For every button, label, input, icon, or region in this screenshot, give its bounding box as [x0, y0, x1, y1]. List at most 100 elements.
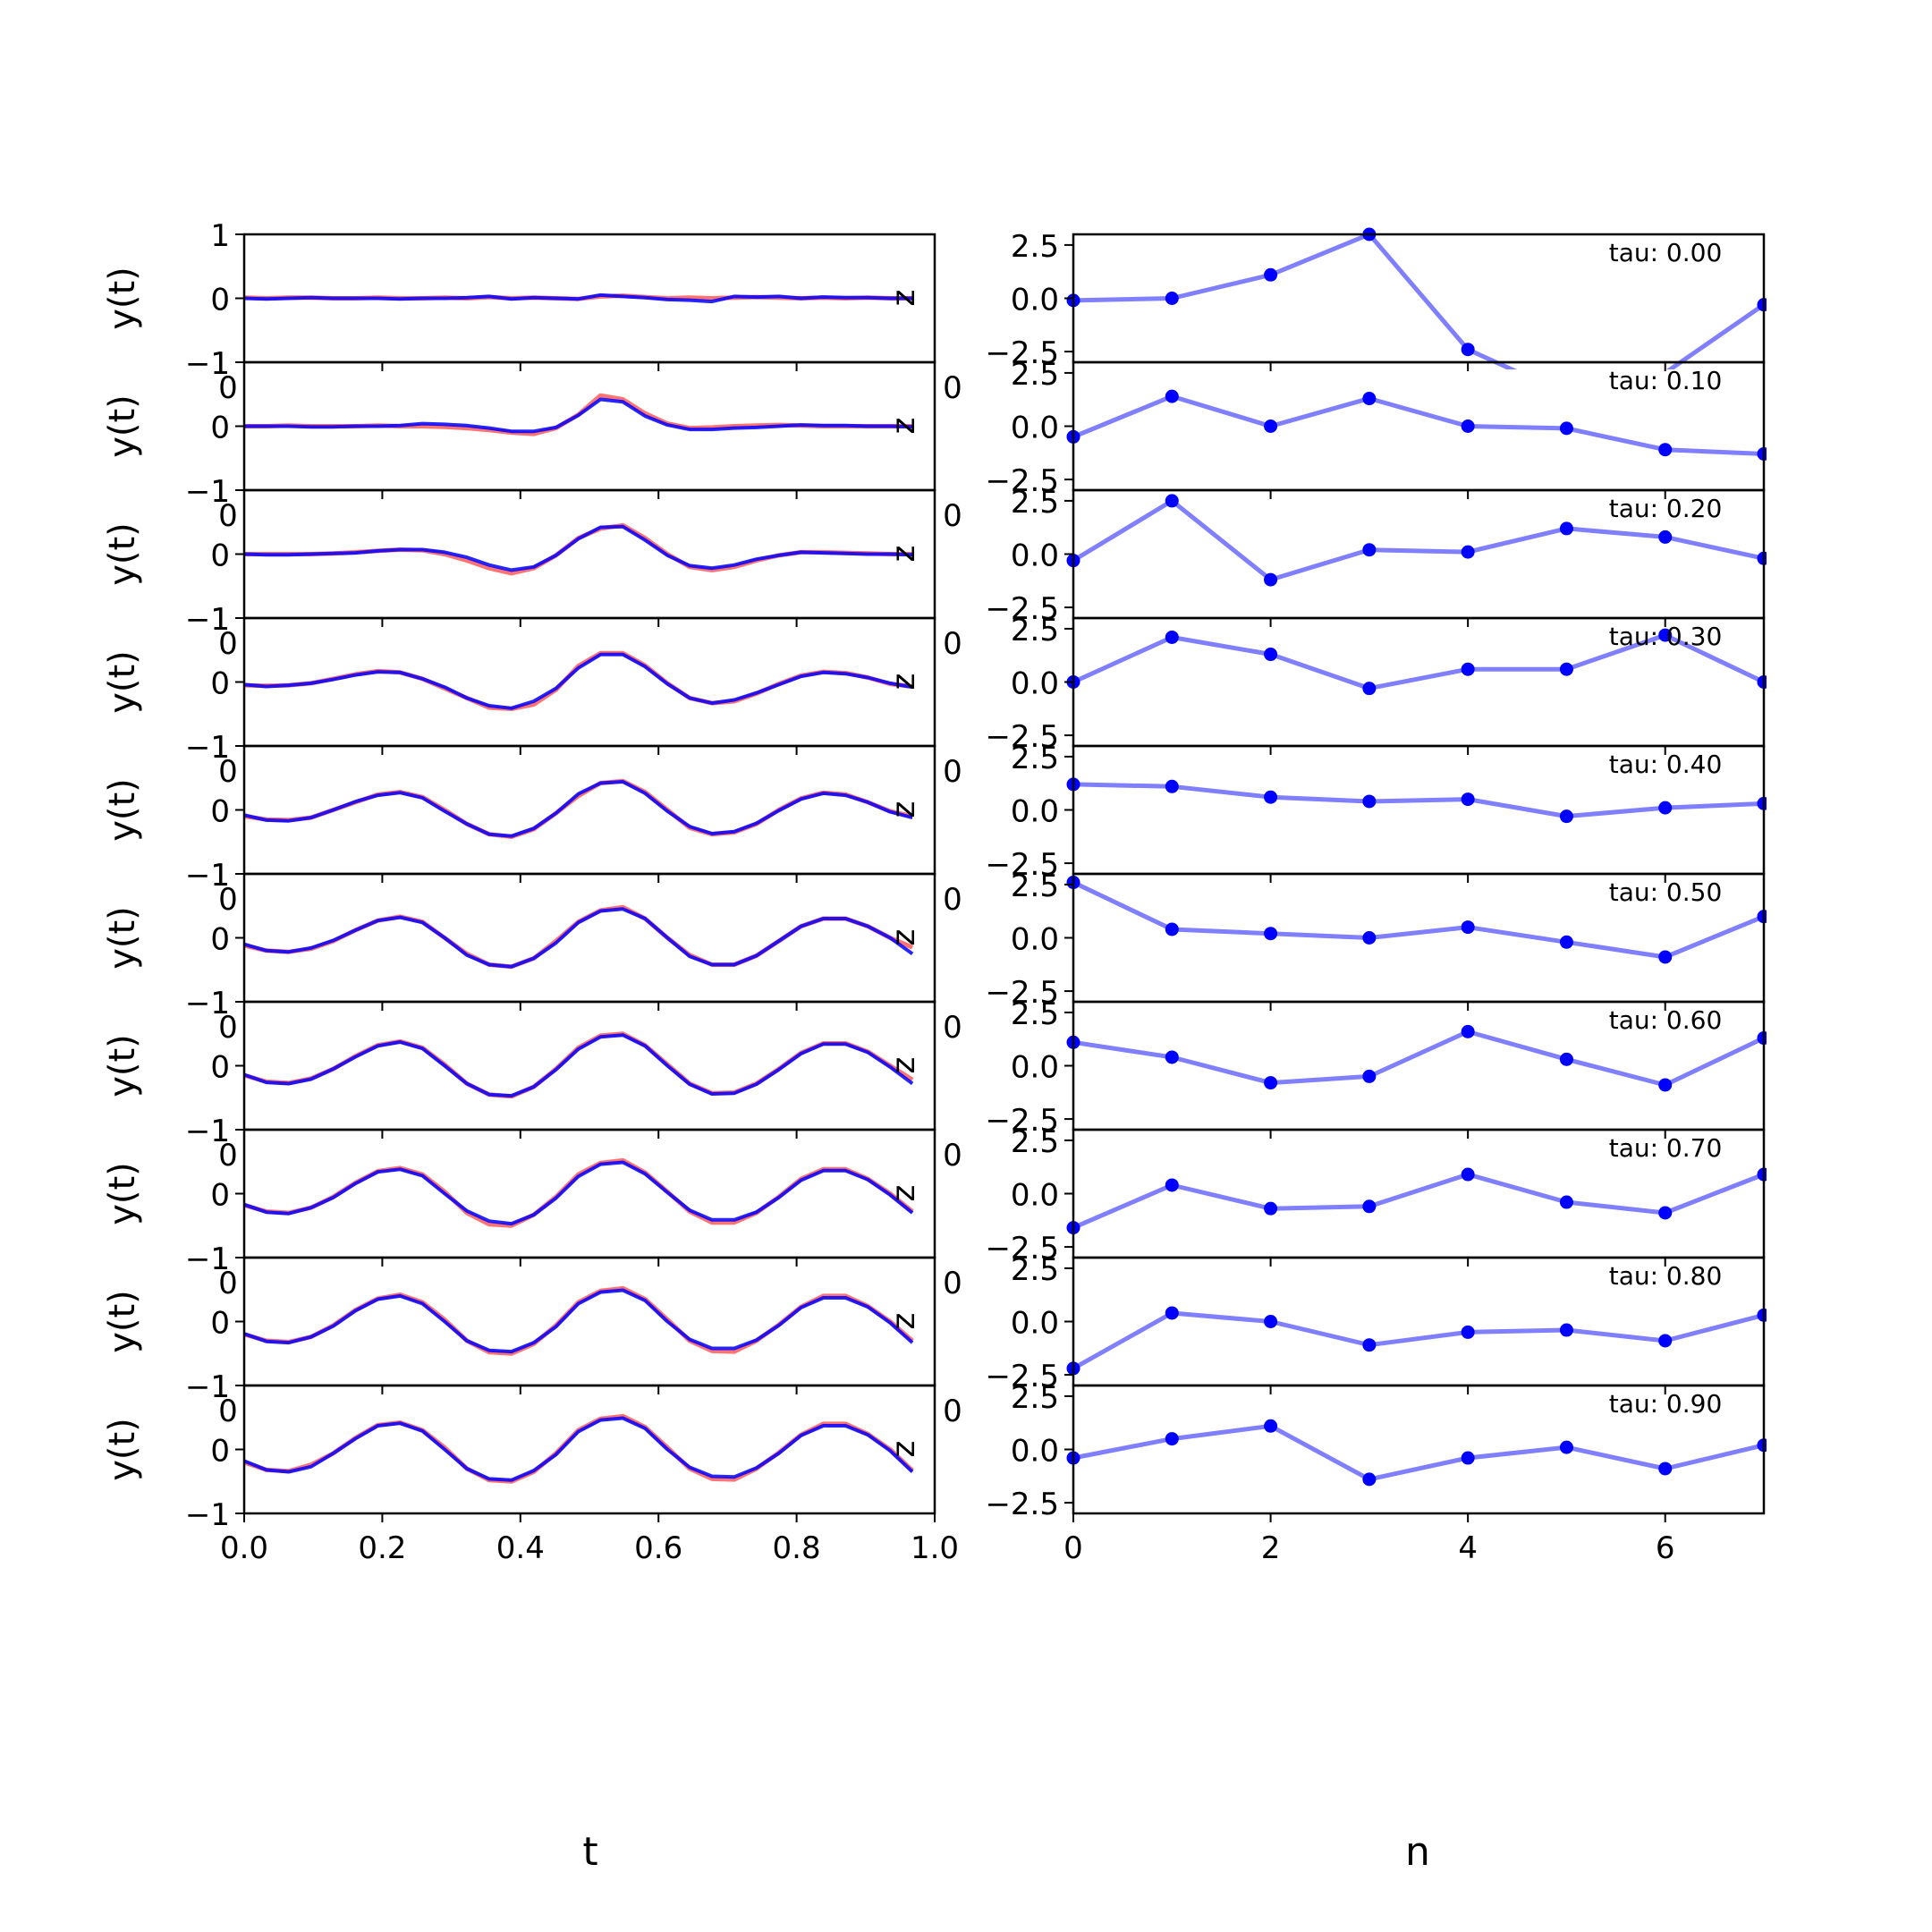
right-ytick-label-0-0: 2.5 [1011, 229, 1059, 265]
tau-annotation-4: tau: 0.40 [1609, 750, 1723, 779]
left-ytick-label-3-2: 1 [210, 602, 230, 638]
right-series-point-3-1 [1165, 630, 1179, 644]
left-ytick-label-8-1: 0 [210, 1306, 230, 1342]
right-series-line-9 [1072, 1423, 1765, 1482]
left-series-line-9-1 [244, 1416, 914, 1482]
right-ytick-label-7-1: 0.0 [1011, 1178, 1059, 1214]
right-ytick-label-4-0: 2.5 [1011, 741, 1059, 776]
right-ytick-label-2-2: −2.5 [985, 591, 1059, 627]
right-series-point-8-6 [1658, 1334, 1673, 1348]
right-series-point-5-1 [1165, 922, 1179, 936]
right-series-line-5 [1072, 880, 1765, 960]
left-corner-label-8: z [886, 1313, 922, 1330]
right-panel-plot-area-7 [1066, 1167, 1767, 1235]
left-ytick-label-6-1: 0 [210, 1050, 230, 1086]
tau-annotation-6: tau: 0.60 [1609, 1005, 1723, 1035]
left-y-axis-label-5: y(t) [102, 906, 143, 970]
left-overlap-label-9: 0 [218, 1394, 238, 1429]
left-y-axis-label-7: y(t) [102, 1162, 143, 1225]
right-ytick-label-6-0: 2.5 [1011, 996, 1059, 1032]
right-panel-8: 2.5 0.0 −2.5 tau: 0.80 [985, 1252, 1767, 1394]
right-ytick-label-1-1: 0.0 [1011, 411, 1059, 446]
right-ytick-label-2-1: 0.0 [1011, 538, 1059, 574]
right-series-point-6-1 [1165, 1050, 1179, 1064]
right-ytick-label-6-2: −2.5 [985, 1103, 1059, 1139]
right-series-point-6-5 [1559, 1052, 1573, 1066]
right-series-point-7-6 [1658, 1206, 1673, 1220]
right-series-point-9-4 [1461, 1451, 1475, 1465]
right-ytick-label-0-1: 0.0 [1011, 283, 1059, 318]
right-series-point-9-5 [1559, 1440, 1573, 1454]
left-y-axis-label-9: y(t) [102, 1418, 143, 1481]
right-panel-plot-area-8 [1066, 1306, 1767, 1376]
right-series-point-8-2 [1264, 1315, 1278, 1328]
right-series-point-8-5 [1559, 1323, 1573, 1337]
left-y-axis-label-3: y(t) [102, 650, 143, 714]
right-series-point-7-5 [1559, 1195, 1573, 1209]
right-ytick-label-2-0: 2.5 [1011, 485, 1059, 521]
right-series-point-5-3 [1362, 931, 1377, 945]
left-overlap-label-6: 0 [218, 1010, 238, 1046]
right-series-line-2 [1072, 498, 1765, 582]
right-series-point-6-6 [1658, 1078, 1673, 1092]
right-series-point-2-4 [1461, 545, 1475, 559]
right-panel-3: 2.5 0.0 −2.5 tau: 0.30 [985, 613, 1767, 755]
left-corner-label-9: z [886, 1441, 922, 1458]
left-ytick-label-0-2: 1 [210, 218, 230, 254]
left-ytick-label-4-0: −1 [185, 858, 230, 894]
right-ytick-label-8-0: 2.5 [1011, 1252, 1059, 1288]
left-panel-0: −1 0 1 y(t) z [102, 218, 936, 382]
tau-annotation-1: tau: 0.10 [1609, 366, 1723, 395]
right-xtick-label-9-0: 0 [1063, 1530, 1083, 1566]
left-ytick-label-5-0: −1 [185, 986, 230, 1021]
left-ytick-label-2-0: −1 [185, 602, 230, 638]
right-series-point-7-1 [1165, 1178, 1179, 1192]
left-ytick-label-7-2: 1 [210, 1114, 230, 1149]
left-xtick-label-9-2: 0.4 [496, 1530, 545, 1566]
left-y-axis-label-0: y(t) [102, 267, 143, 330]
left-corner-label-0: z [886, 290, 922, 307]
right-series-point-0-2 [1264, 267, 1278, 282]
left-overlap-label-5: 0 [218, 882, 238, 918]
left-ytick-label-9-0: −1 [185, 1497, 230, 1533]
left-ytick-label-8-2: 1 [210, 1241, 230, 1277]
right-series-point-8-4 [1461, 1325, 1475, 1339]
left-corner-label-4: z [886, 801, 922, 818]
tau-annotation-8: tau: 0.80 [1609, 1261, 1723, 1291]
right-series-point-1-6 [1658, 443, 1673, 457]
left-y-axis-label-1: y(t) [102, 394, 143, 458]
tau-annotation-2: tau: 0.20 [1609, 494, 1723, 523]
right-ytick-label-5-1: 0.0 [1011, 922, 1059, 958]
left-ytick-label-3-1: 0 [210, 666, 230, 702]
right-series-point-4-1 [1165, 779, 1179, 793]
right-series-point-1-2 [1264, 419, 1278, 433]
right-panel-1: 2.5 0.0 −2.5 tau: 0.10 [985, 357, 1767, 499]
right-series-line-7 [1072, 1172, 1765, 1230]
left-corner-label-5: z [886, 929, 922, 946]
left-corner-label-1: z [886, 418, 922, 435]
right-xtick-label-9-2: 4 [1458, 1530, 1478, 1566]
right-overlap-label-6: 0 [943, 1010, 962, 1046]
right-overlap-label-1: 0 [943, 370, 962, 406]
right-overlap-label-4: 0 [943, 754, 962, 790]
left-series-line-3-1 [244, 652, 913, 710]
right-series-point-9-2 [1264, 1419, 1278, 1433]
right-series-point-6-3 [1362, 1069, 1377, 1083]
right-series-point-1-5 [1559, 421, 1573, 436]
right-series-point-3-3 [1362, 682, 1377, 696]
right-series-point-4-2 [1264, 790, 1278, 804]
right-panel-5: 2.5 0.0 −2.5 tau: 0.50 [985, 869, 1767, 1011]
right-panel-6: 2.5 0.0 −2.5 tau: 0.60 [985, 996, 1767, 1139]
left-series-line-4-1 [244, 780, 913, 838]
right-ytick-label-4-1: 0.0 [1011, 794, 1059, 830]
right-ytick-label-6-1: 0.0 [1011, 1050, 1059, 1086]
left-ytick-label-7-1: 0 [210, 1178, 230, 1214]
right-panel-9: 2.5 0.0 −2.50 2 4 6 tau: 0.90 [985, 1380, 1767, 1566]
right-series-point-9-6 [1658, 1462, 1673, 1476]
left-series-line-5-1 [244, 907, 914, 969]
